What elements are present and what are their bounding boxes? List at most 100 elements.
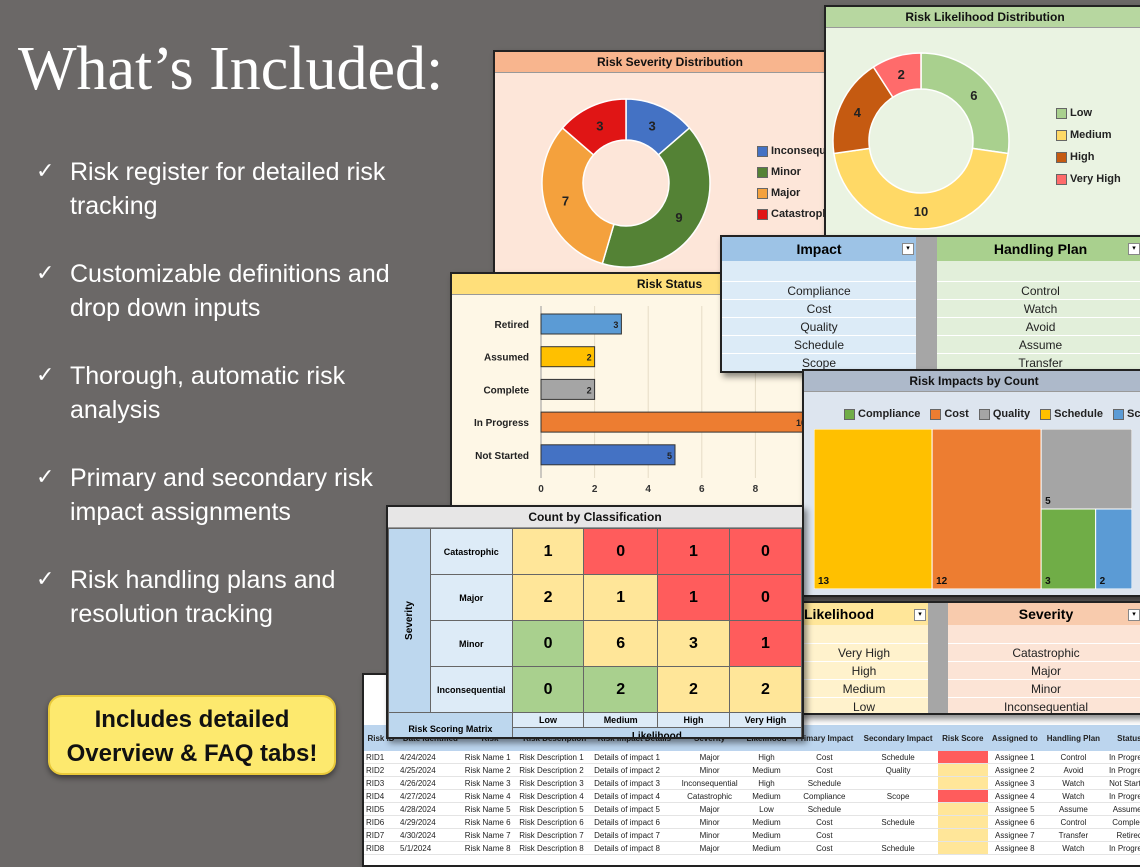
list-cell[interactable]: Major xyxy=(948,661,1140,680)
register-cell[interactable]: 4/29/2024 xyxy=(398,815,463,829)
register-cell[interactable]: 5/1/2024 xyxy=(398,841,463,855)
register-cell[interactable]: Assignee 3 xyxy=(987,776,1043,790)
register-cell[interactable]: Details of impact 6 xyxy=(592,815,677,829)
register-cell[interactable]: High xyxy=(742,776,791,790)
register-cell[interactable]: Not Started xyxy=(1104,776,1140,790)
register-cell[interactable]: Assignee 2 xyxy=(987,763,1043,777)
register-cell[interactable] xyxy=(937,841,988,855)
register-cell[interactable]: Watch xyxy=(1042,841,1105,855)
register-cell[interactable]: Risk Description 7 xyxy=(517,828,593,842)
register-column-header[interactable]: Risk Score xyxy=(937,725,988,751)
register-cell[interactable]: Control xyxy=(1042,751,1105,764)
register-cell[interactable]: Avoid xyxy=(1042,763,1105,777)
register-cell[interactable]: High xyxy=(742,751,791,764)
register-cell[interactable]: Risk Description 6 xyxy=(517,815,593,829)
register-cell[interactable]: RID5 xyxy=(364,802,399,816)
list-cell[interactable]: Assume xyxy=(937,335,1140,354)
register-cell[interactable]: Details of impact 7 xyxy=(592,828,677,842)
register-cell[interactable]: RID4 xyxy=(364,789,399,803)
register-cell[interactable]: Schedule xyxy=(858,841,938,855)
register-cell[interactable]: Major xyxy=(676,841,743,855)
list-cell[interactable]: Minor xyxy=(948,679,1140,698)
register-cell[interactable]: 4/30/2024 xyxy=(398,828,463,842)
register-cell[interactable] xyxy=(858,802,938,816)
register-cell[interactable]: Risk Name 5 xyxy=(462,802,518,816)
register-cell[interactable]: In Progress xyxy=(1104,751,1140,764)
list-cell[interactable]: Medium xyxy=(800,679,928,698)
register-cell[interactable]: In Progress xyxy=(1104,789,1140,803)
register-cell[interactable]: Assignee 7 xyxy=(987,828,1043,842)
register-cell[interactable]: Risk Name 6 xyxy=(462,815,518,829)
list-cell[interactable]: Schedule xyxy=(722,335,916,354)
register-cell[interactable] xyxy=(937,751,988,764)
impact-filter-icon[interactable]: ▾ xyxy=(902,243,914,255)
register-cell[interactable]: Watch xyxy=(1042,776,1105,790)
list-cell[interactable]: Transfer xyxy=(937,353,1140,371)
register-column-header[interactable]: Assigned to xyxy=(987,725,1043,751)
register-cell[interactable]: Details of impact 5 xyxy=(592,802,677,816)
register-cell[interactable]: Cost xyxy=(790,763,859,777)
register-cell[interactable] xyxy=(937,815,988,829)
register-cell[interactable]: RID1 xyxy=(364,751,399,764)
register-cell[interactable]: Details of impact 4 xyxy=(592,789,677,803)
register-cell[interactable] xyxy=(937,828,988,842)
register-cell[interactable]: Low xyxy=(742,802,791,816)
register-cell[interactable]: Major xyxy=(676,751,743,764)
register-cell[interactable]: Risk Name 7 xyxy=(462,828,518,842)
register-cell[interactable] xyxy=(937,763,988,777)
register-cell[interactable]: In Progress xyxy=(1104,841,1140,855)
list-cell[interactable]: Cost xyxy=(722,299,916,318)
register-cell[interactable]: Assume xyxy=(1042,802,1105,816)
register-cell[interactable]: RID8 xyxy=(364,841,399,855)
register-cell[interactable]: Watch xyxy=(1042,789,1105,803)
register-cell[interactable]: Risk Description 1 xyxy=(517,751,593,764)
register-cell[interactable]: Risk Name 8 xyxy=(462,841,518,855)
register-cell[interactable] xyxy=(937,802,988,816)
handling-filter-icon[interactable]: ▾ xyxy=(1128,243,1140,255)
register-cell[interactable]: Assignee 1 xyxy=(987,751,1043,764)
register-cell[interactable]: RID3 xyxy=(364,776,399,790)
register-cell[interactable]: Inconsequential xyxy=(676,776,743,790)
register-cell[interactable]: Medium xyxy=(742,841,791,855)
register-cell[interactable]: Cost xyxy=(790,815,859,829)
register-cell[interactable] xyxy=(858,776,938,790)
register-cell[interactable]: Schedule xyxy=(858,751,938,764)
register-cell[interactable] xyxy=(937,789,988,803)
register-cell[interactable]: Cost xyxy=(790,841,859,855)
register-column-header[interactable]: Status xyxy=(1104,725,1140,751)
register-column-header[interactable]: Secondary Impact xyxy=(858,725,938,751)
register-cell[interactable]: 4/26/2024 xyxy=(398,776,463,790)
register-cell[interactable]: Assignee 4 xyxy=(987,789,1043,803)
list-cell[interactable]: Catastrophic xyxy=(948,644,1140,662)
register-cell[interactable]: 4/27/2024 xyxy=(398,789,463,803)
register-cell[interactable]: 4/24/2024 xyxy=(398,751,463,764)
register-cell[interactable]: Minor xyxy=(676,763,743,777)
register-cell[interactable]: Schedule xyxy=(858,815,938,829)
register-cell[interactable]: Risk Name 1 xyxy=(462,751,518,764)
register-cell[interactable]: Assignee 8 xyxy=(987,841,1043,855)
register-cell[interactable]: Risk Description 8 xyxy=(517,841,593,855)
register-cell[interactable]: Details of impact 3 xyxy=(592,776,677,790)
register-cell[interactable]: Risk Name 4 xyxy=(462,789,518,803)
register-cell[interactable]: Medium xyxy=(742,789,791,803)
register-cell[interactable] xyxy=(858,828,938,842)
register-cell[interactable]: Complete xyxy=(1104,815,1140,829)
register-cell[interactable]: Risk Name 3 xyxy=(462,776,518,790)
register-cell[interactable]: Risk Description 3 xyxy=(517,776,593,790)
list-cell[interactable]: Very High xyxy=(800,644,928,662)
register-cell[interactable]: Assignee 6 xyxy=(987,815,1043,829)
likelihood-filter-icon[interactable]: ▾ xyxy=(914,609,926,621)
register-cell[interactable]: 4/25/2024 xyxy=(398,763,463,777)
register-cell[interactable]: Compliance xyxy=(790,789,859,803)
register-cell[interactable]: Risk Description 5 xyxy=(517,802,593,816)
register-cell[interactable]: Catastrophic xyxy=(676,789,743,803)
register-cell[interactable]: Retired xyxy=(1104,828,1140,842)
list-cell[interactable]: Avoid xyxy=(937,317,1140,336)
register-cell[interactable]: In Progress xyxy=(1104,763,1140,777)
register-cell[interactable]: Medium xyxy=(742,815,791,829)
register-cell[interactable]: Details of impact 2 xyxy=(592,763,677,777)
list-cell[interactable]: Quality xyxy=(722,317,916,336)
register-cell[interactable]: RID7 xyxy=(364,828,399,842)
register-cell[interactable]: Details of impact 1 xyxy=(592,751,677,764)
register-cell[interactable]: Assignee 5 xyxy=(987,802,1043,816)
